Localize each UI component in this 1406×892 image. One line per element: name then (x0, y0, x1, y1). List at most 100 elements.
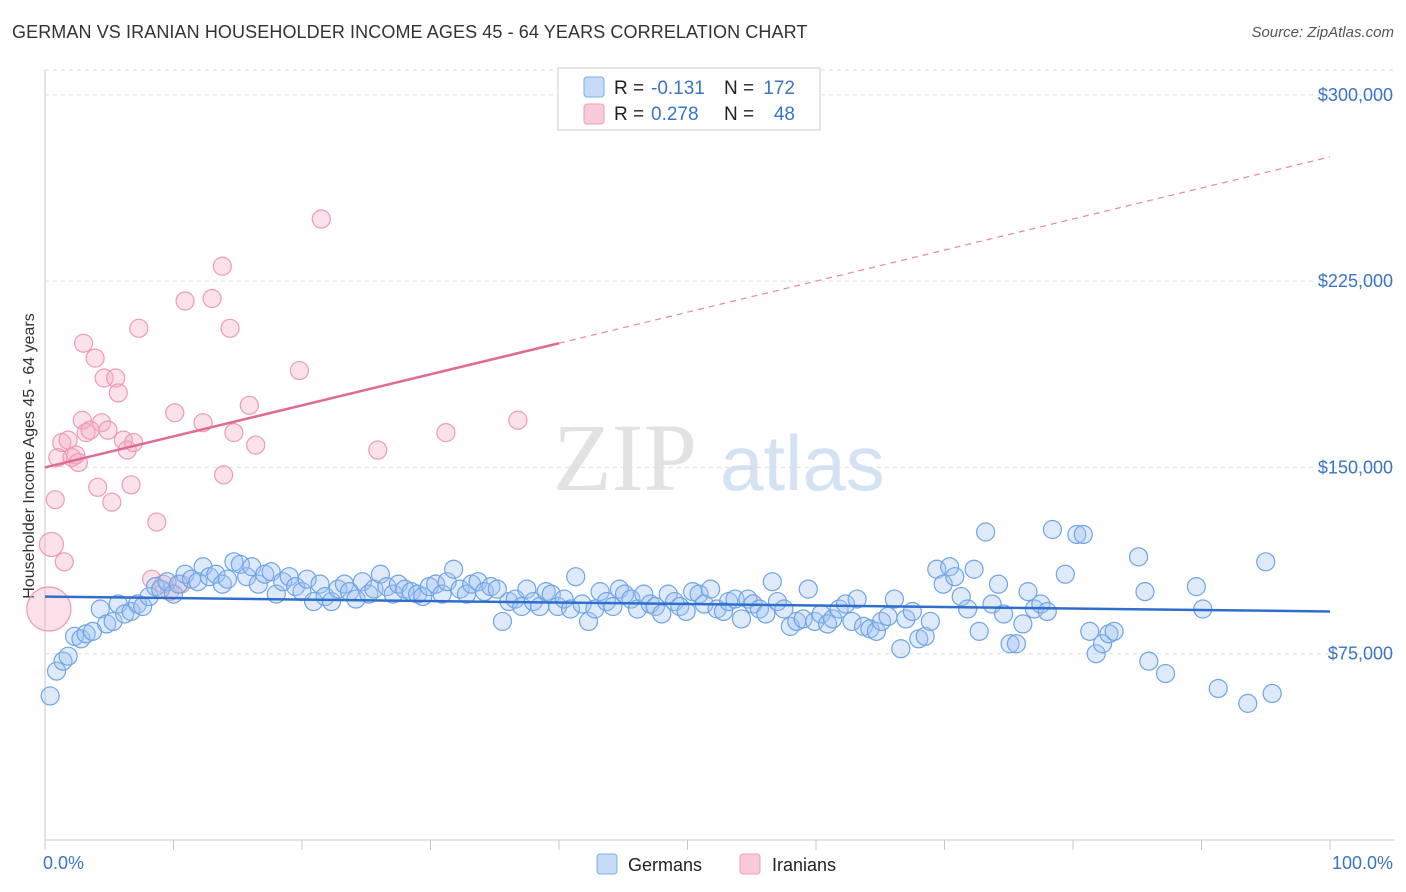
germans-point-24 (188, 572, 208, 592)
germans-point-167 (1073, 524, 1093, 545)
germans-point-140 (896, 609, 916, 629)
germans-point-63 (426, 574, 446, 594)
iranians-point-35 (202, 288, 222, 309)
germans-point-151 (964, 559, 984, 579)
germans-point-130 (835, 594, 856, 614)
germans-point-66 (444, 559, 464, 579)
iranians-point-18 (98, 420, 118, 440)
bottom-label-iranians: Iranians (772, 855, 836, 875)
y-tick-label-3: $300,000 (1318, 85, 1393, 105)
x-tick-label-1: 100.0% (1332, 853, 1393, 873)
x-tick-labels: 0.0% 100.0% (43, 853, 1393, 873)
legend-r-value-germans: -0.131 (651, 78, 705, 99)
germans-point-141 (902, 601, 922, 622)
germans-point-14 (127, 594, 148, 614)
germans-point-137 (878, 606, 898, 627)
germans-point-74 (492, 611, 513, 632)
legend-n-value-germans: 172 (763, 78, 795, 99)
legend-swatch-germans (583, 76, 605, 98)
germans-point-44 (310, 574, 330, 594)
iranians-point-0 (26, 586, 72, 632)
chart-title: GERMAN VS IRANIAN HOUSEHOLDER INCOME AGE… (12, 22, 808, 42)
iranians-trend-line-solid (44, 342, 560, 469)
germans-point-128 (823, 609, 843, 629)
iranians-point-45 (436, 423, 456, 443)
germans-point-163 (1037, 601, 1057, 622)
y-axis-label: Householder Income Ages 45 - 64 years (21, 313, 38, 599)
germans-point-70 (468, 572, 488, 592)
iranians-point-33 (175, 291, 195, 311)
iranians-point-2 (45, 490, 65, 510)
germans-point-38 (273, 572, 293, 592)
iranians-point-21 (108, 383, 128, 403)
germans-point-81 (536, 582, 556, 602)
germans-point-86 (566, 567, 586, 587)
germans-point-90 (590, 582, 610, 602)
germans-point-169 (1086, 644, 1106, 664)
iranians-point-5 (54, 552, 74, 572)
germans-point-103 (670, 596, 690, 617)
germans-point-136 (871, 611, 892, 632)
iranians-point-38 (220, 318, 240, 338)
germans-point-175 (1139, 651, 1159, 671)
iranians-point-10 (72, 410, 92, 430)
y-tick-label-1: $150,000 (1318, 457, 1393, 477)
germans-point-173 (1128, 547, 1149, 567)
germans-point-157 (1000, 634, 1020, 654)
germans-point-118 (762, 572, 782, 592)
germans-point-13 (121, 601, 141, 622)
y-tick-labels: $75,000 $150,000 $225,000 $300,000 (1318, 85, 1393, 664)
iranians-point-28 (147, 512, 167, 532)
germans-point-64 (432, 584, 452, 604)
germans-point-174 (1135, 582, 1155, 602)
germans-point-85 (560, 599, 581, 619)
iranians-point-17 (94, 368, 114, 388)
germans-point-153 (976, 522, 996, 542)
iranians-point-19 (102, 492, 122, 512)
germans-point-143 (915, 626, 935, 646)
germans-points (40, 519, 1282, 713)
germans-point-47 (328, 579, 348, 599)
germans-point-31 (230, 554, 250, 574)
germans-point-155 (988, 574, 1009, 594)
germans-point-21 (169, 574, 189, 594)
germans-point-177 (1186, 577, 1206, 597)
germans-point-34 (248, 574, 268, 594)
germans-point-172 (1104, 621, 1124, 641)
germans-point-171 (1099, 624, 1119, 644)
germans-point-19 (157, 572, 177, 592)
iranians-point-26 (129, 318, 149, 338)
germans-point-181 (1256, 552, 1276, 572)
germans-point-110 (713, 601, 734, 622)
iranians-point-42 (289, 360, 310, 381)
germans-point-179 (1208, 678, 1228, 699)
germans-point-144 (920, 611, 940, 632)
germans-point-91 (596, 591, 617, 612)
germans-point-88 (578, 611, 599, 632)
iranians-point-1 (38, 531, 65, 558)
germans-point-27 (206, 564, 226, 584)
germans-point-67 (450, 579, 470, 599)
bottom-swatch-iranians (739, 853, 761, 875)
germans-trend-line (44, 595, 1331, 613)
bottom-swatch-germans (596, 853, 618, 875)
germans-point-131 (842, 611, 862, 632)
germans-point-182 (1262, 683, 1282, 704)
trend-lines (44, 156, 1331, 613)
watermark-zip: ZIP (553, 404, 697, 511)
germans-point-10 (103, 611, 123, 632)
germans-point-42 (297, 569, 317, 589)
iranians-point-36 (212, 256, 232, 276)
germans-point-135 (866, 621, 886, 641)
germans-point-146 (933, 574, 953, 594)
legend-r-label-iranians: R = (614, 104, 644, 125)
germans-point-113 (731, 609, 752, 629)
germans-point-51 (352, 572, 372, 592)
germans-point-29 (217, 569, 238, 589)
germans-point-147 (940, 557, 960, 577)
germans-point-46 (321, 591, 342, 612)
germans-point-0 (40, 686, 60, 706)
germans-point-17 (145, 577, 166, 597)
germans-point-104 (676, 601, 696, 622)
